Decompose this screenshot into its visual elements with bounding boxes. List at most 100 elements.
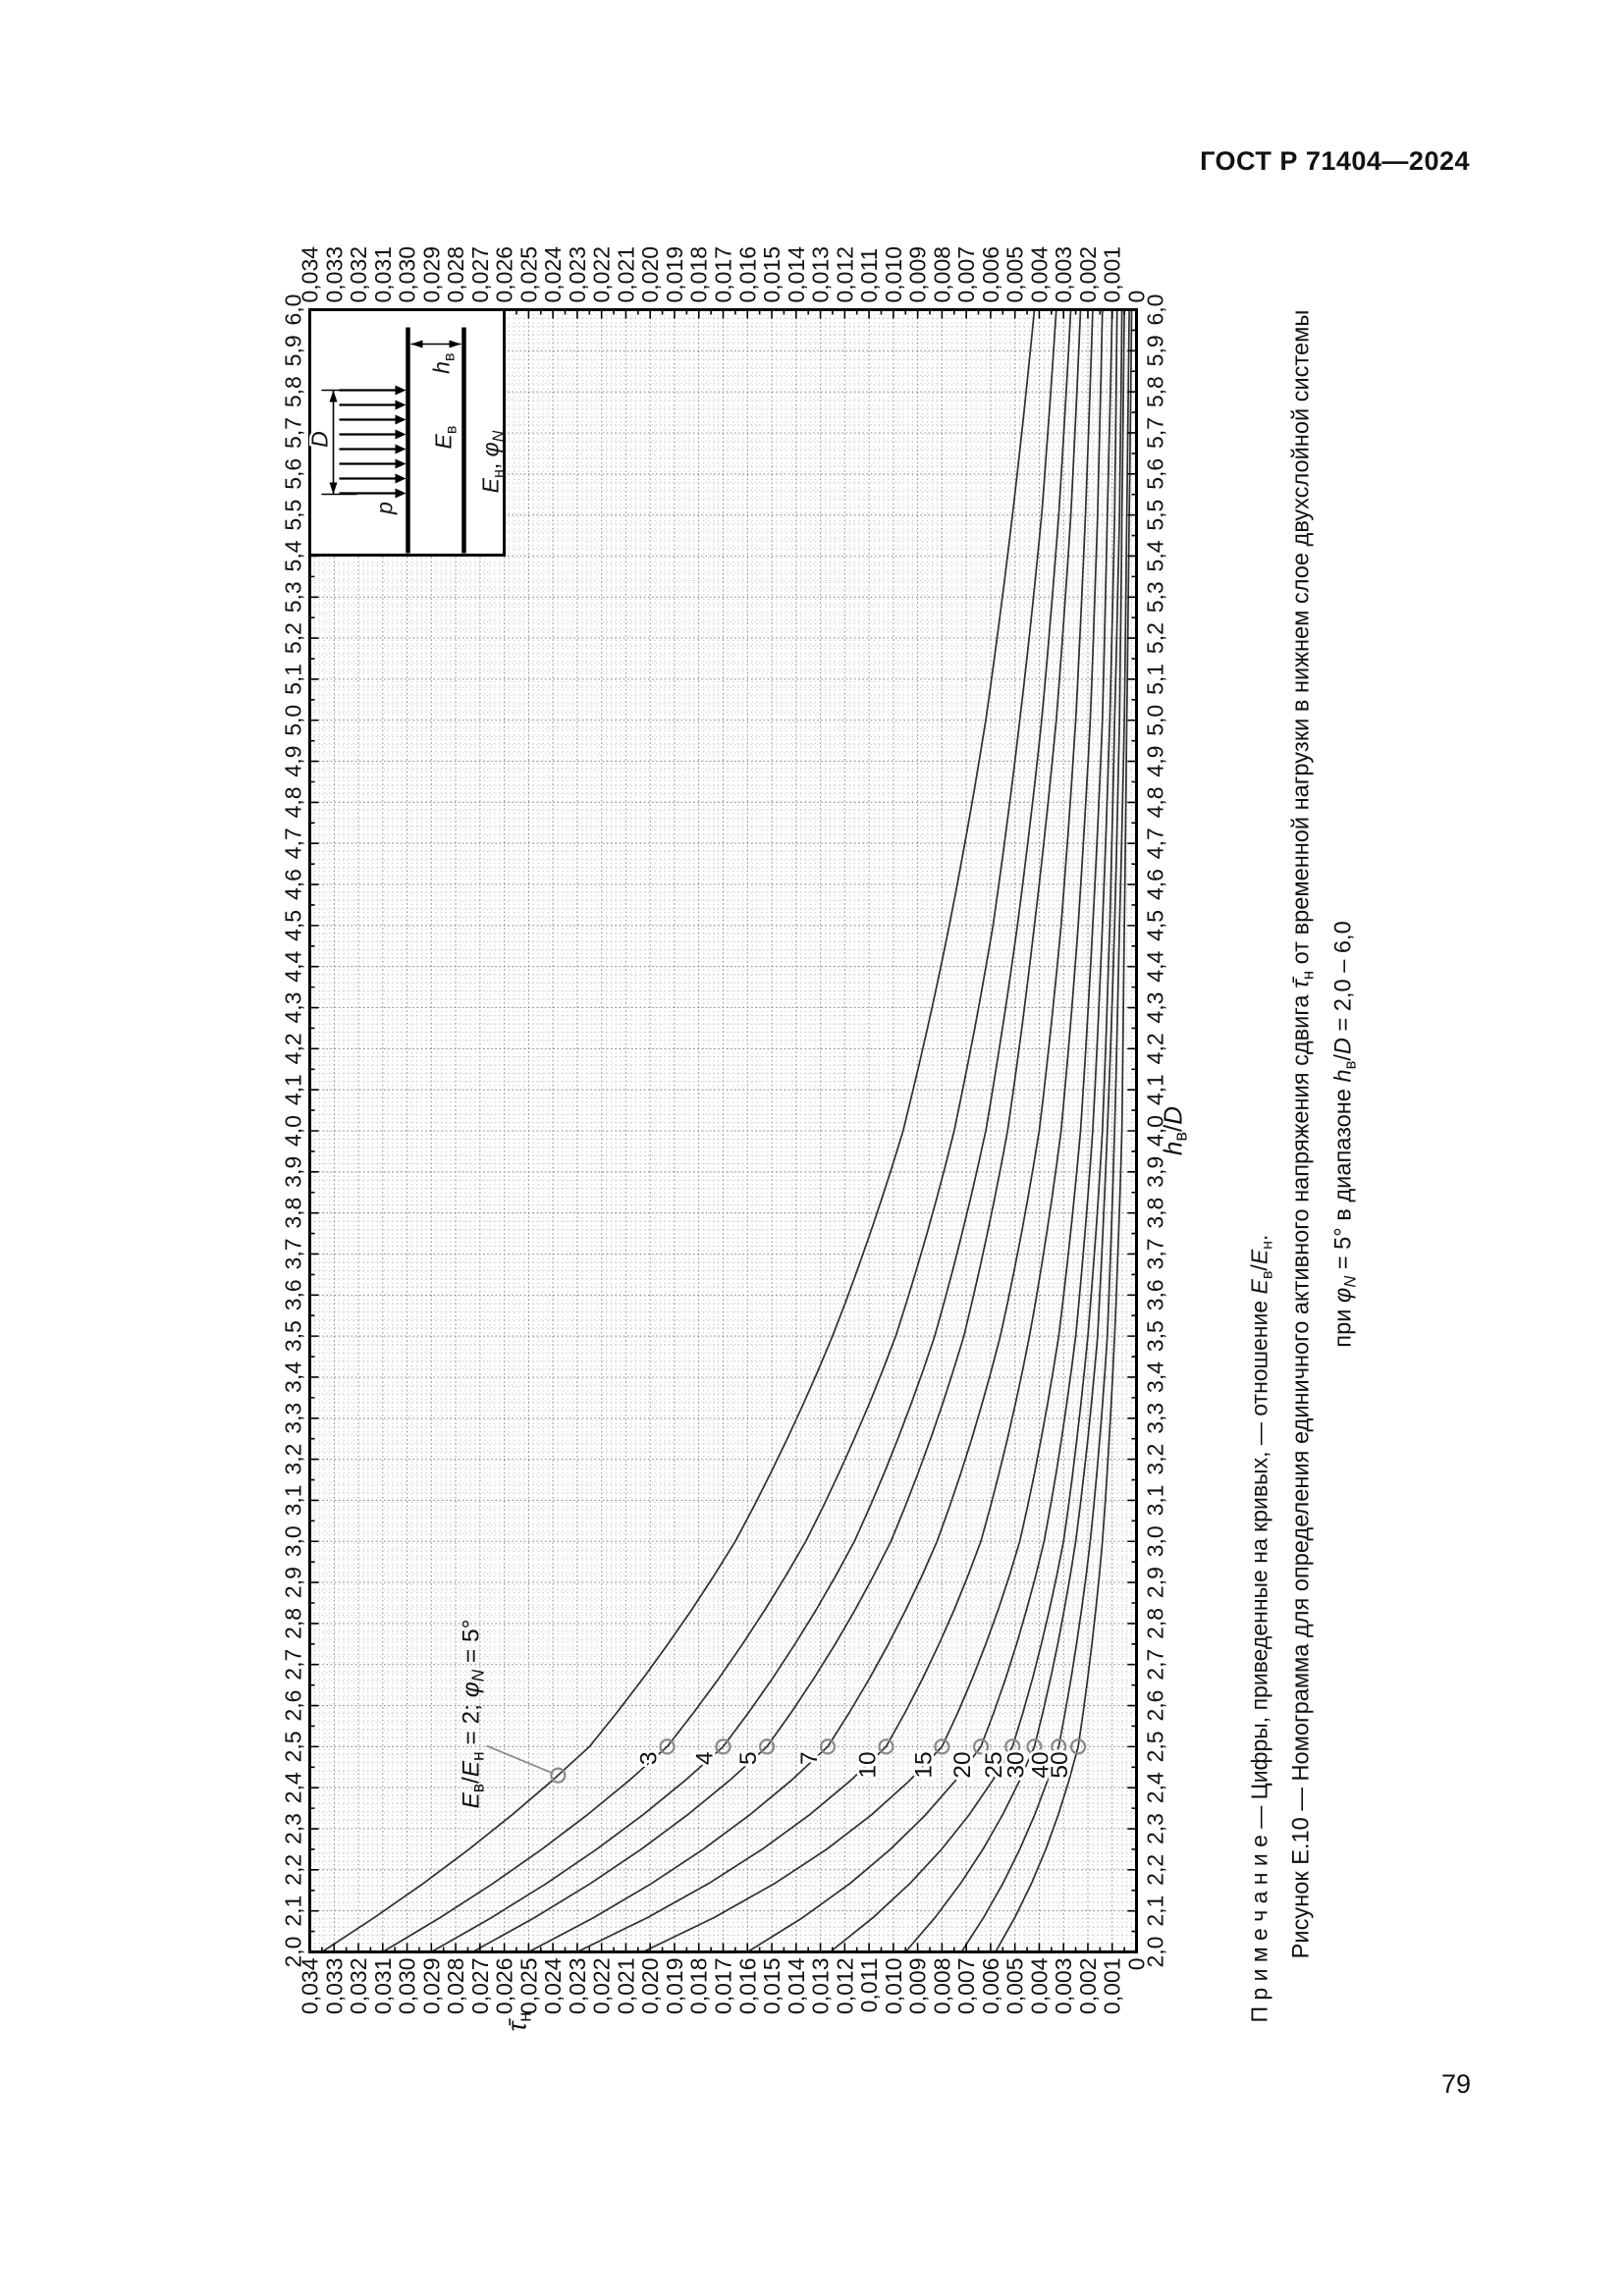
svg-text:3,5: 3,5 xyxy=(1142,1320,1167,1352)
svg-text:0,028: 0,028 xyxy=(443,1957,468,2014)
svg-text:0: 0 xyxy=(1123,290,1149,302)
curve-marker-circle-4 xyxy=(714,1737,731,1754)
svg-text:2,7: 2,7 xyxy=(280,1648,305,1680)
figure-note: П р и м е ч а н и е — Цифры, приведенные… xyxy=(1246,1234,1275,2022)
curve-marker-circle-2 xyxy=(549,1767,566,1784)
svg-text:5,0: 5,0 xyxy=(1142,704,1167,735)
curves xyxy=(320,308,1132,1952)
svg-text:0,033: 0,033 xyxy=(321,245,347,302)
svg-text:5,9: 5,9 xyxy=(1142,335,1167,366)
load-arrow-head-icon xyxy=(395,444,406,454)
svg-text:0,009: 0,009 xyxy=(904,245,930,302)
svg-text:6,0: 6,0 xyxy=(1142,294,1167,325)
hv-dimension-arrowheads-icon xyxy=(410,340,460,347)
svg-text:2,8: 2,8 xyxy=(280,1607,305,1638)
svg-text:2,2: 2,2 xyxy=(280,1853,305,1885)
svg-text:3,1: 3,1 xyxy=(1142,1484,1167,1516)
svg-text:0,031: 0,031 xyxy=(369,1957,395,2014)
svg-text:2,8: 2,8 xyxy=(1142,1607,1167,1638)
svg-text:0,016: 0,016 xyxy=(734,1957,760,2014)
curve-marker-circle-30 xyxy=(1025,1737,1043,1754)
svg-text:0,028: 0,028 xyxy=(443,245,468,302)
load-arrow-head-icon xyxy=(395,385,406,395)
svg-text:4,7: 4,7 xyxy=(280,828,305,859)
curve-number-label-7: 7 xyxy=(795,1751,822,1765)
svg-text:3,6: 3,6 xyxy=(1142,1279,1167,1310)
svg-text:4,4: 4,4 xyxy=(1142,950,1167,982)
svg-text:3,2: 3,2 xyxy=(1142,1443,1167,1474)
svg-text:2,1: 2,1 xyxy=(1142,1895,1167,1926)
svg-text:0,029: 0,029 xyxy=(418,1957,444,2014)
svg-text:2,6: 2,6 xyxy=(280,1689,305,1721)
inset-label-p: p xyxy=(371,501,397,514)
svg-text:5,6: 5,6 xyxy=(280,457,305,489)
svg-text:5,3: 5,3 xyxy=(280,581,305,613)
inset-label-hv: hв xyxy=(428,352,458,373)
curve-marker-circle-50 xyxy=(1069,1737,1086,1754)
svg-text:0,025: 0,025 xyxy=(515,245,541,302)
svg-text:5,2: 5,2 xyxy=(280,622,305,654)
svg-text:5,1: 5,1 xyxy=(1142,663,1167,694)
curve-marker-circle-3 xyxy=(658,1737,676,1754)
svg-text:0,033: 0,033 xyxy=(321,1957,347,2014)
svg-text:0,018: 0,018 xyxy=(685,1957,711,2014)
first-curve-leader-line xyxy=(485,1744,551,1773)
page-number: 79 xyxy=(1441,2069,1472,2099)
svg-text:3,4: 3,4 xyxy=(280,1361,305,1392)
svg-text:0,029: 0,029 xyxy=(418,245,444,302)
curve-number-label-4: 4 xyxy=(691,1751,718,1765)
svg-text:0,010: 0,010 xyxy=(880,1957,905,2014)
curve-ratio-2 xyxy=(320,308,1035,1952)
svg-text:0,009: 0,009 xyxy=(904,1957,930,2014)
curve-ratio-10 xyxy=(576,308,1104,1952)
svg-text:5,3: 5,3 xyxy=(1142,581,1167,613)
svg-text:0,027: 0,027 xyxy=(466,1957,492,2014)
svg-text:3,3: 3,3 xyxy=(1142,1402,1167,1433)
svg-text:4,1: 4,1 xyxy=(280,1074,305,1105)
curve-ratio-40 xyxy=(959,308,1130,1952)
svg-text:0,011: 0,011 xyxy=(856,247,882,302)
svg-text:0: 0 xyxy=(1123,1957,1149,1970)
curve-marker-circle-20 xyxy=(972,1737,989,1754)
curve-number-label-5: 5 xyxy=(735,1751,762,1765)
curve-number-label-25: 25 xyxy=(981,1751,1007,1778)
svg-text:0,017: 0,017 xyxy=(710,1957,735,2014)
svg-text:0,032: 0,032 xyxy=(346,245,371,302)
svg-text:0,034: 0,034 xyxy=(297,1957,322,2014)
figure-caption-line2: при φN = 5° в диапазоне hв/D = 2,0 – 6,0 xyxy=(1330,921,1359,1347)
svg-text:0,014: 0,014 xyxy=(783,1957,808,2014)
svg-text:3,0: 3,0 xyxy=(1142,1525,1167,1557)
curve-ratio-20 xyxy=(746,308,1118,1952)
svg-text:0,010: 0,010 xyxy=(880,245,905,302)
inset-label-ev: Eв xyxy=(430,425,460,449)
svg-text:3,9: 3,9 xyxy=(1142,1155,1167,1187)
curve-ratio-30 xyxy=(904,308,1125,1952)
svg-text:0,019: 0,019 xyxy=(661,245,686,302)
svg-text:0,001: 0,001 xyxy=(1099,1957,1124,2014)
svg-text:0,005: 0,005 xyxy=(1001,245,1027,302)
svg-text:0,004: 0,004 xyxy=(1026,1957,1052,2014)
svg-text:0,001: 0,001 xyxy=(1099,245,1124,302)
svg-text:0,012: 0,012 xyxy=(832,1957,857,2014)
curve-ratio-25 xyxy=(829,308,1122,1952)
curve-marker-circle-25 xyxy=(1003,1737,1020,1754)
svg-text:0,023: 0,023 xyxy=(564,1957,589,2014)
inset-diagram: Dp hв Eв Eн, φN xyxy=(304,307,507,557)
svg-text:4,5: 4,5 xyxy=(1142,909,1167,940)
curve-number-label-30: 30 xyxy=(1002,1751,1029,1778)
svg-text:0,026: 0,026 xyxy=(491,1957,516,2014)
svg-text:2,0: 2,0 xyxy=(280,1936,305,1967)
svg-text:0,003: 0,003 xyxy=(1051,245,1076,302)
load-arrow-head-icon xyxy=(395,400,406,409)
svg-text:0,006: 0,006 xyxy=(977,245,1002,302)
svg-text:0,021: 0,021 xyxy=(613,1957,638,2014)
curve-number-label-10: 10 xyxy=(854,1751,881,1778)
svg-text:0,024: 0,024 xyxy=(540,245,566,302)
svg-text:2,5: 2,5 xyxy=(280,1731,305,1762)
curve-ratio-3 xyxy=(381,308,1057,1952)
curve-marker-circle-7 xyxy=(819,1737,836,1754)
load-arrow-head-icon xyxy=(395,414,406,424)
svg-text:0,015: 0,015 xyxy=(759,1957,785,2014)
svg-text:5,8: 5,8 xyxy=(280,376,305,407)
